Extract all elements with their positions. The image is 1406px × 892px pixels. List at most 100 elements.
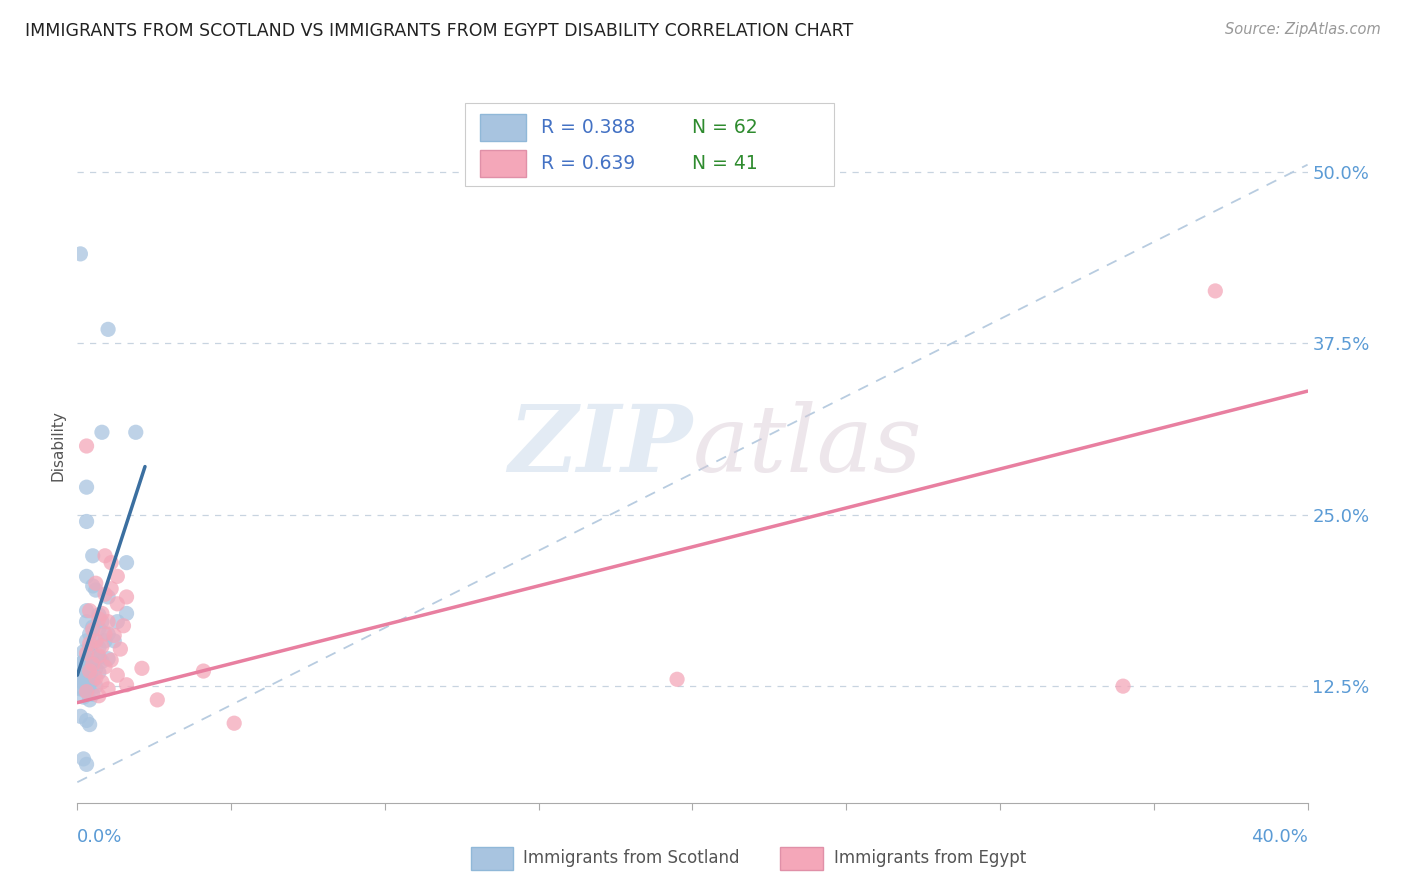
Point [94, 549, 117, 563]
Point [131, 661, 153, 675]
Point [103, 628, 125, 642]
Point [97, 322, 120, 336]
Text: 0.0%: 0.0% [77, 828, 122, 846]
Point [84, 583, 107, 598]
Point [76, 615, 98, 629]
Point [76, 714, 98, 728]
Point [100, 653, 122, 667]
Point [84, 576, 107, 591]
Point [112, 619, 135, 633]
Text: N = 62: N = 62 [693, 119, 758, 137]
Point [84, 679, 107, 693]
Text: R = 0.639: R = 0.639 [541, 154, 636, 173]
Point [69, 709, 91, 723]
Point [82, 648, 104, 662]
Point [76, 673, 98, 687]
Text: IMMIGRANTS FROM SCOTLAND VS IMMIGRANTS FROM EGYPT DISABILITY CORRELATION CHART: IMMIGRANTS FROM SCOTLAND VS IMMIGRANTS F… [25, 22, 853, 40]
Point [97, 590, 120, 604]
Y-axis label: Disability: Disability [51, 410, 66, 482]
Point [115, 678, 138, 692]
Point [90, 675, 114, 690]
Point [87, 665, 110, 680]
Point [193, 664, 215, 678]
Point [94, 587, 117, 601]
Point [76, 569, 98, 583]
Text: 40.0%: 40.0% [1251, 828, 1308, 846]
Point [87, 640, 110, 655]
Point [79, 640, 101, 655]
Text: Immigrants from Scotland: Immigrants from Scotland [523, 849, 740, 867]
Point [69, 247, 91, 261]
Point [82, 687, 104, 701]
Point [90, 615, 114, 629]
Point [84, 633, 107, 648]
Point [100, 556, 122, 570]
Point [90, 655, 114, 669]
Point [76, 633, 98, 648]
Point [79, 664, 101, 678]
Point [105, 597, 128, 611]
Point [79, 661, 101, 675]
Point [105, 668, 128, 682]
Point [97, 651, 120, 665]
Point [100, 582, 122, 596]
Text: ZIP: ZIP [508, 401, 693, 491]
Point [105, 569, 128, 583]
Point [82, 673, 104, 688]
Point [82, 549, 104, 563]
Point [90, 425, 114, 440]
Point [97, 681, 120, 696]
Point [87, 622, 110, 636]
Text: Immigrants from Egypt: Immigrants from Egypt [834, 849, 1026, 867]
Point [76, 684, 98, 698]
Point [82, 655, 104, 669]
Point [79, 637, 101, 651]
FancyBboxPatch shape [479, 114, 526, 141]
Point [72, 660, 94, 674]
Point [666, 673, 689, 687]
Point [224, 716, 246, 731]
Point [76, 439, 98, 453]
Point [84, 661, 107, 675]
Point [115, 590, 138, 604]
Point [1112, 679, 1135, 693]
Point [72, 645, 94, 659]
Point [69, 671, 91, 685]
Point [105, 615, 128, 629]
Point [90, 607, 114, 621]
Point [82, 623, 104, 637]
Text: R = 0.388: R = 0.388 [541, 119, 636, 137]
Point [76, 604, 98, 618]
Point [72, 668, 94, 682]
Point [87, 612, 110, 626]
Point [82, 579, 104, 593]
Point [76, 646, 98, 660]
Point [69, 681, 91, 696]
Text: atlas: atlas [693, 401, 922, 491]
Point [97, 615, 120, 629]
Text: N = 41: N = 41 [693, 154, 758, 173]
Point [72, 655, 94, 669]
Point [76, 757, 98, 772]
Point [82, 620, 104, 634]
Point [1204, 284, 1226, 298]
Point [79, 717, 101, 731]
Point [87, 689, 110, 703]
Point [90, 640, 114, 654]
Point [87, 607, 110, 622]
FancyBboxPatch shape [465, 103, 834, 186]
Point [76, 515, 98, 529]
Point [110, 642, 132, 657]
Point [72, 690, 94, 705]
Point [76, 665, 98, 680]
Point [79, 693, 101, 707]
Point [72, 752, 94, 766]
Point [97, 627, 120, 641]
Point [84, 671, 107, 685]
Point [115, 607, 138, 621]
Point [69, 657, 91, 672]
Text: Source: ZipAtlas.com: Source: ZipAtlas.com [1225, 22, 1381, 37]
Point [76, 480, 98, 494]
Point [72, 676, 94, 690]
FancyBboxPatch shape [479, 150, 526, 177]
